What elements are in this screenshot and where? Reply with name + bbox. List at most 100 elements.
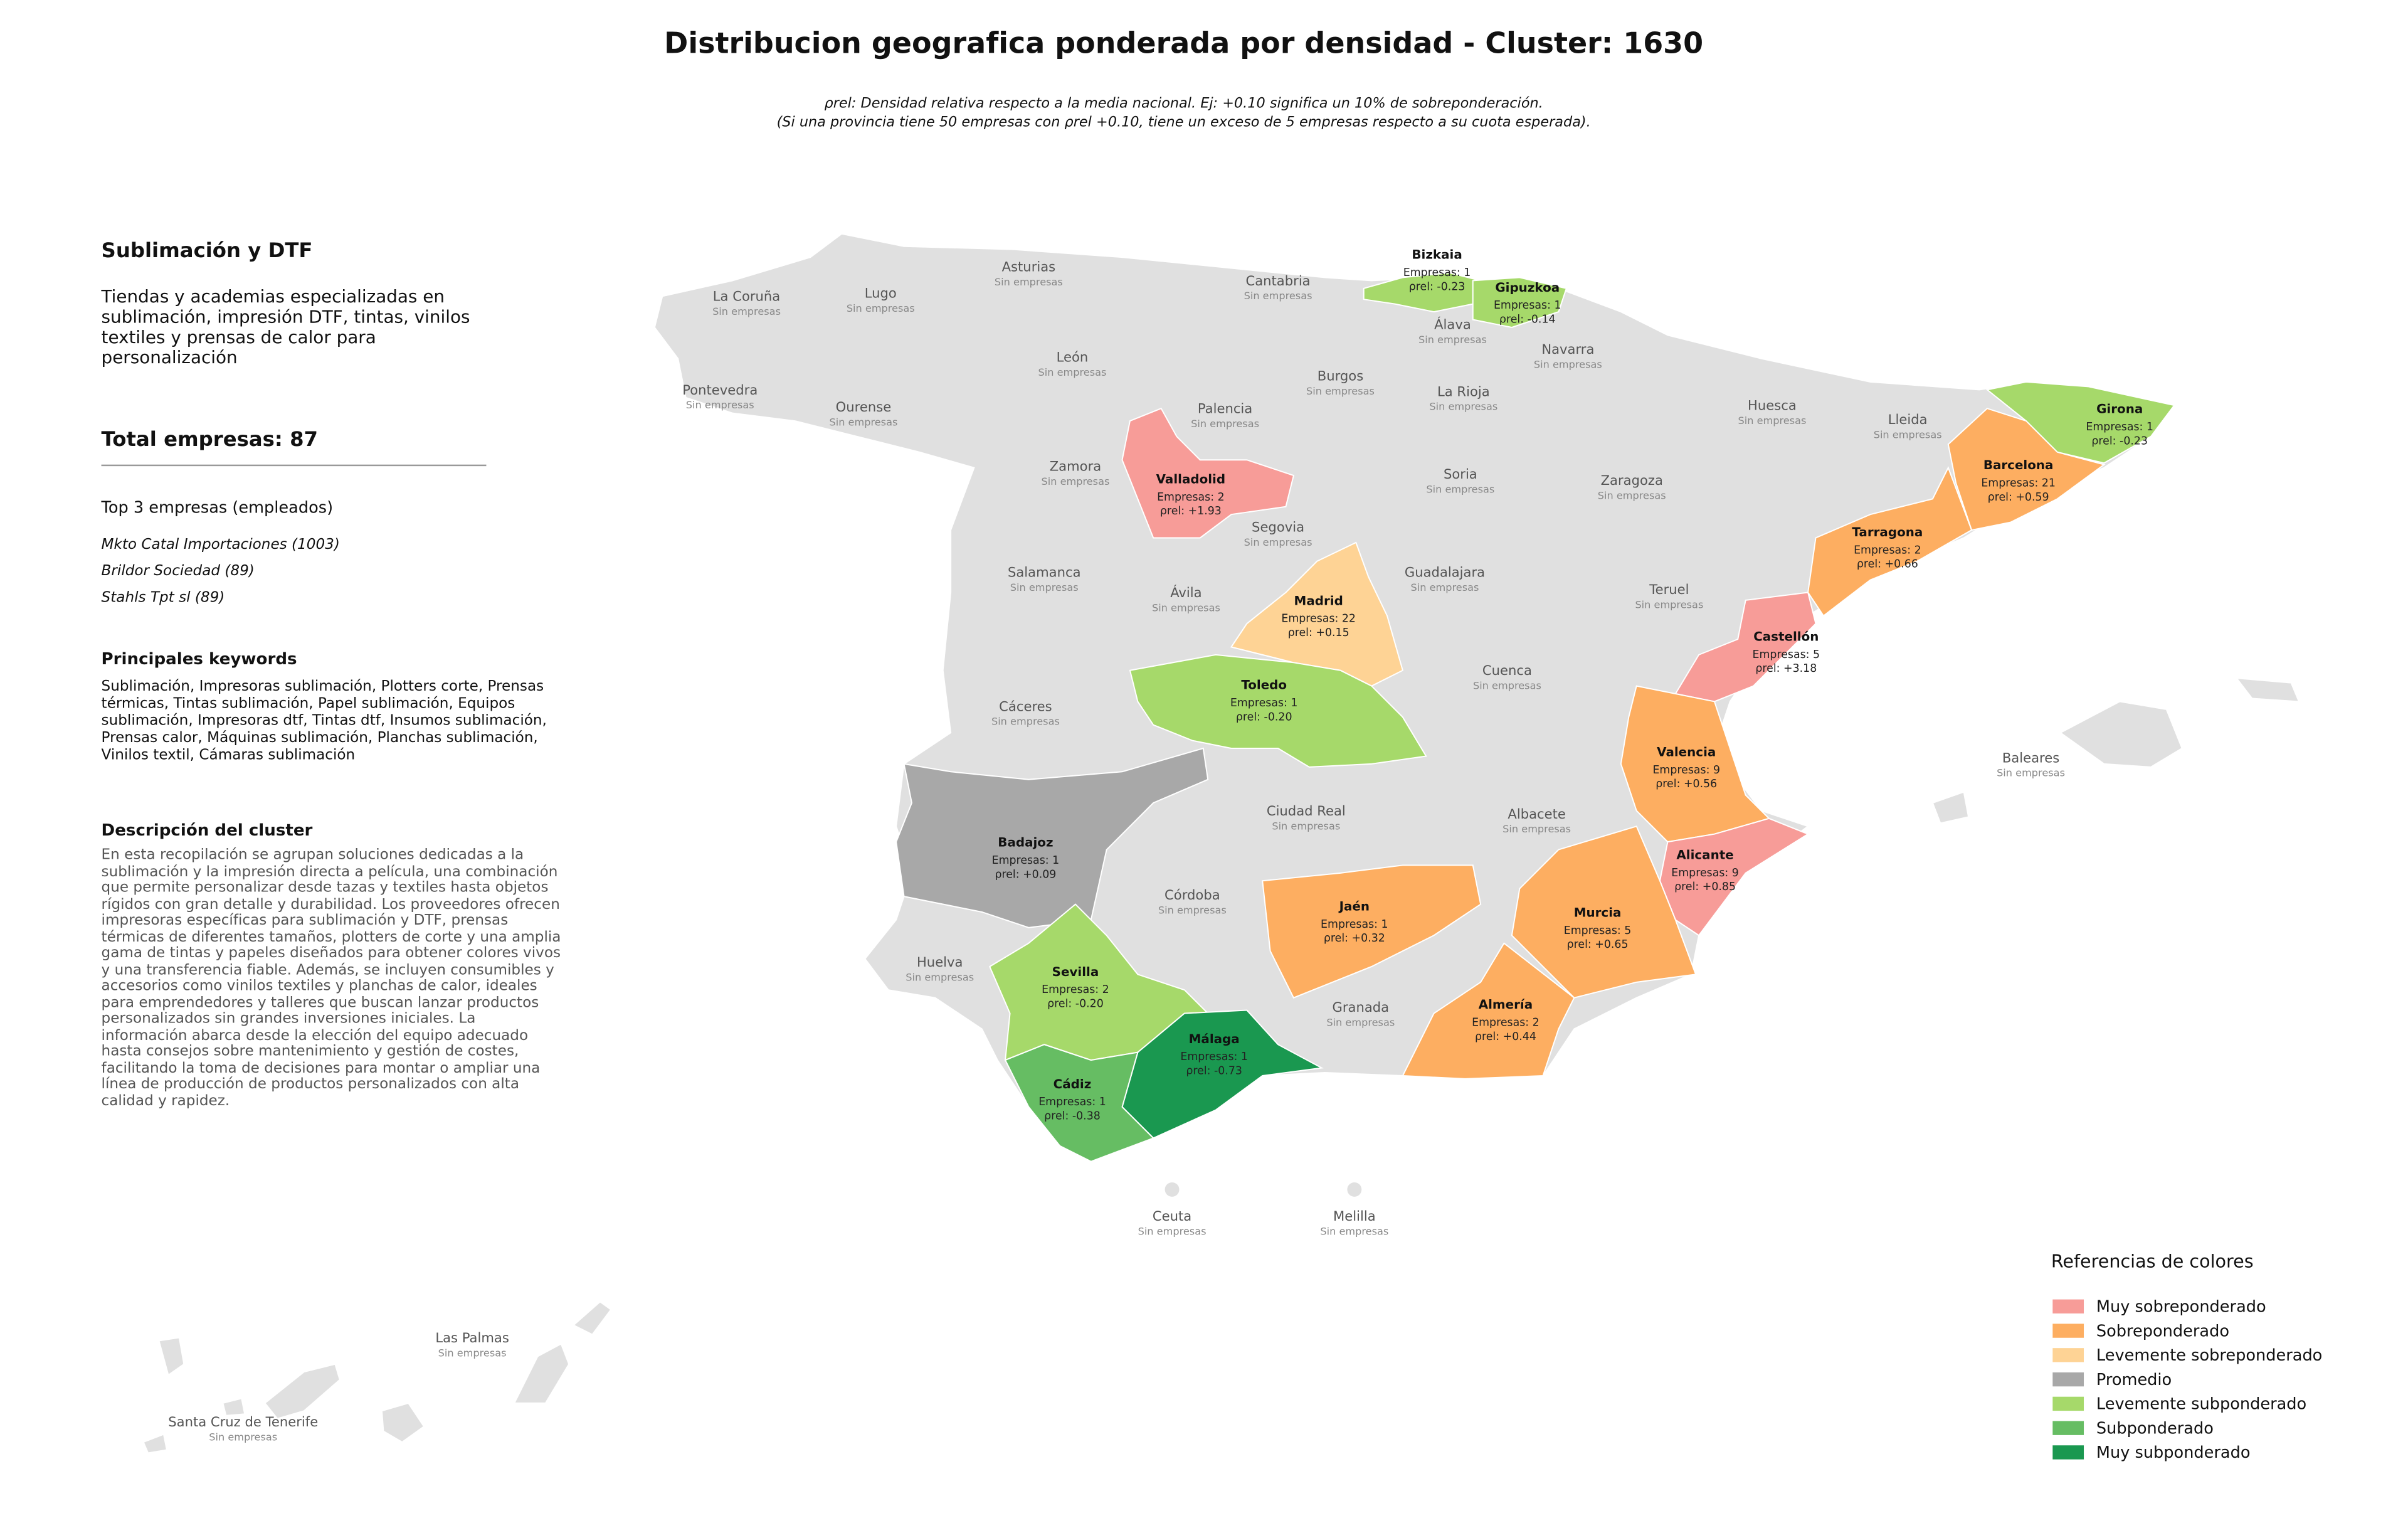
province-rho: ρrel: +0.56 <box>1656 778 1717 790</box>
province-rho: ρrel: +0.59 <box>1988 491 2049 504</box>
province-rho: ρrel: +0.85 <box>1674 881 1736 893</box>
province-name: Zaragoza <box>1601 472 1663 488</box>
province-status: Sin empresas <box>438 1347 507 1359</box>
province-name: Toledo <box>1241 678 1287 692</box>
province-status: Sin empresas <box>1598 489 1666 501</box>
province-status: Sin empresas <box>1152 602 1220 613</box>
province-name: Castellón <box>1753 630 1819 644</box>
legend-label: Subponderado <box>2096 1419 2214 1438</box>
province-status: Sin empresas <box>829 416 897 428</box>
province-name: Lleida <box>1888 411 1928 427</box>
province-shape <box>1947 408 2106 531</box>
province-count: Empresas: 1 <box>1494 299 1561 312</box>
island <box>381 1402 425 1443</box>
province-name: Santa Cruz de Tenerife <box>168 1414 318 1430</box>
province-name: Málaga <box>1189 1032 1240 1046</box>
mallorca <box>2059 701 2183 768</box>
mainland <box>653 233 2175 1162</box>
legend-swatch <box>2052 1421 2084 1435</box>
province-status: Sin empresas <box>1041 475 1109 487</box>
province-status: Sin empresas <box>1635 598 1703 610</box>
legend-label: Levemente sobreponderado <box>2096 1346 2322 1365</box>
province-name: Soria <box>1444 466 1477 482</box>
cluster-summary: Tiendas y academias especializadas en su… <box>101 287 470 368</box>
province-rho: ρrel: +0.44 <box>1475 1031 1536 1043</box>
province-status: Sin empresas <box>1038 366 1107 378</box>
province-status: Sin empresas <box>209 1431 277 1443</box>
province-name: Girona <box>2096 402 2143 416</box>
province-name: Albacete <box>1508 806 1566 822</box>
province-count: Empresas: 5 <box>1753 649 1820 661</box>
province-rho: ρrel: +0.15 <box>1288 627 1349 639</box>
province-status: Sin empresas <box>847 302 915 314</box>
province-shape <box>1402 942 1575 1080</box>
province-status: Sin empresas <box>1306 385 1375 397</box>
province-count: Empresas: 9 <box>1671 867 1739 879</box>
province-status: Sin empresas <box>1534 359 1602 371</box>
legend-label: Promedio <box>2096 1371 2172 1389</box>
province-name: Badajoz <box>998 836 1053 850</box>
island <box>142 1433 168 1454</box>
province-status: Sin empresas <box>1738 415 1806 427</box>
legend-swatch <box>2052 1348 2084 1362</box>
province-name: Cuenca <box>1482 662 1532 678</box>
province-name: Ciudad Real <box>1267 803 1346 819</box>
province-name: Granada <box>1332 999 1389 1015</box>
province-name: Lugo <box>865 285 897 301</box>
legend-label: Levemente subponderado <box>2096 1395 2306 1414</box>
province-count: Empresas: 2 <box>1472 1016 1539 1029</box>
legend-label: Muy sobreponderado <box>2096 1297 2266 1316</box>
province-name: Sevilla <box>1052 965 1099 979</box>
province-rho: ρrel: -0.20 <box>1047 998 1104 1011</box>
province-name: Barcelona <box>1983 458 2054 472</box>
province-name: Madrid <box>1294 593 1343 608</box>
island <box>222 1398 246 1416</box>
province-status: Sin empresas <box>1320 1225 1388 1237</box>
base-land <box>142 233 2300 1454</box>
legend-swatch <box>2052 1299 2084 1313</box>
provinces <box>895 272 2175 1162</box>
province-rho: ρrel: -0.23 <box>2091 435 2148 447</box>
province-name: Cantabria <box>1245 273 1310 289</box>
province-status: Sin empresas <box>1158 904 1227 916</box>
total-companies: Total empresas: 87 <box>101 428 319 452</box>
keywords: Sublimación, Impresoras sublimación, Plo… <box>101 678 547 764</box>
island <box>158 1337 185 1376</box>
province-name: La Coruña <box>713 289 780 304</box>
province-status: Sin empresas <box>991 716 1060 728</box>
province-shape <box>1674 592 1817 703</box>
province-rho: ρrel: +0.32 <box>1324 932 1385 945</box>
province-status: Sin empresas <box>1326 1016 1395 1028</box>
legend-label: Muy subponderado <box>2096 1443 2251 1462</box>
province-status: Sin empresas <box>712 305 781 317</box>
province-status: Sin empresas <box>686 399 754 411</box>
province-count: Empresas: 1 <box>1403 267 1471 279</box>
province-name: Murcia <box>1574 905 1622 920</box>
province-name: Palencia <box>1198 401 1252 416</box>
province-count: Empresas: 2 <box>1042 984 1109 996</box>
ibiza <box>1931 791 1970 824</box>
province-name: La Rioja <box>1437 383 1490 399</box>
island <box>513 1343 570 1404</box>
menorca <box>2235 677 2300 703</box>
province-shape <box>1129 654 1427 768</box>
province-name: Ceuta <box>1153 1208 1191 1224</box>
province-name: León <box>1057 349 1089 365</box>
province-rho: ρrel: +1.93 <box>1160 505 1222 517</box>
province-name: Álava <box>1434 316 1471 332</box>
province-status: Sin empresas <box>1138 1225 1207 1237</box>
province-count: Empresas: 1 <box>1321 918 1388 931</box>
island <box>572 1301 612 1335</box>
province-shape <box>895 747 1209 928</box>
province-rho: ρrel: -0.38 <box>1044 1110 1101 1123</box>
province-name: Baleares <box>2002 750 2059 765</box>
province-count: Empresas: 1 <box>2086 421 2153 433</box>
title: Distribucion geografica ponderada por de… <box>664 28 1704 61</box>
legend: Referencias de colores Muy sobreponderad… <box>2051 1251 2323 1462</box>
province-status: Sin empresas <box>1418 334 1487 346</box>
province-shape <box>1511 825 1697 999</box>
province-count: Empresas: 1 <box>1038 1096 1106 1108</box>
province-count: Empresas: 5 <box>1564 925 1632 937</box>
top-heading: Top 3 empresas (empleados) <box>101 499 334 518</box>
